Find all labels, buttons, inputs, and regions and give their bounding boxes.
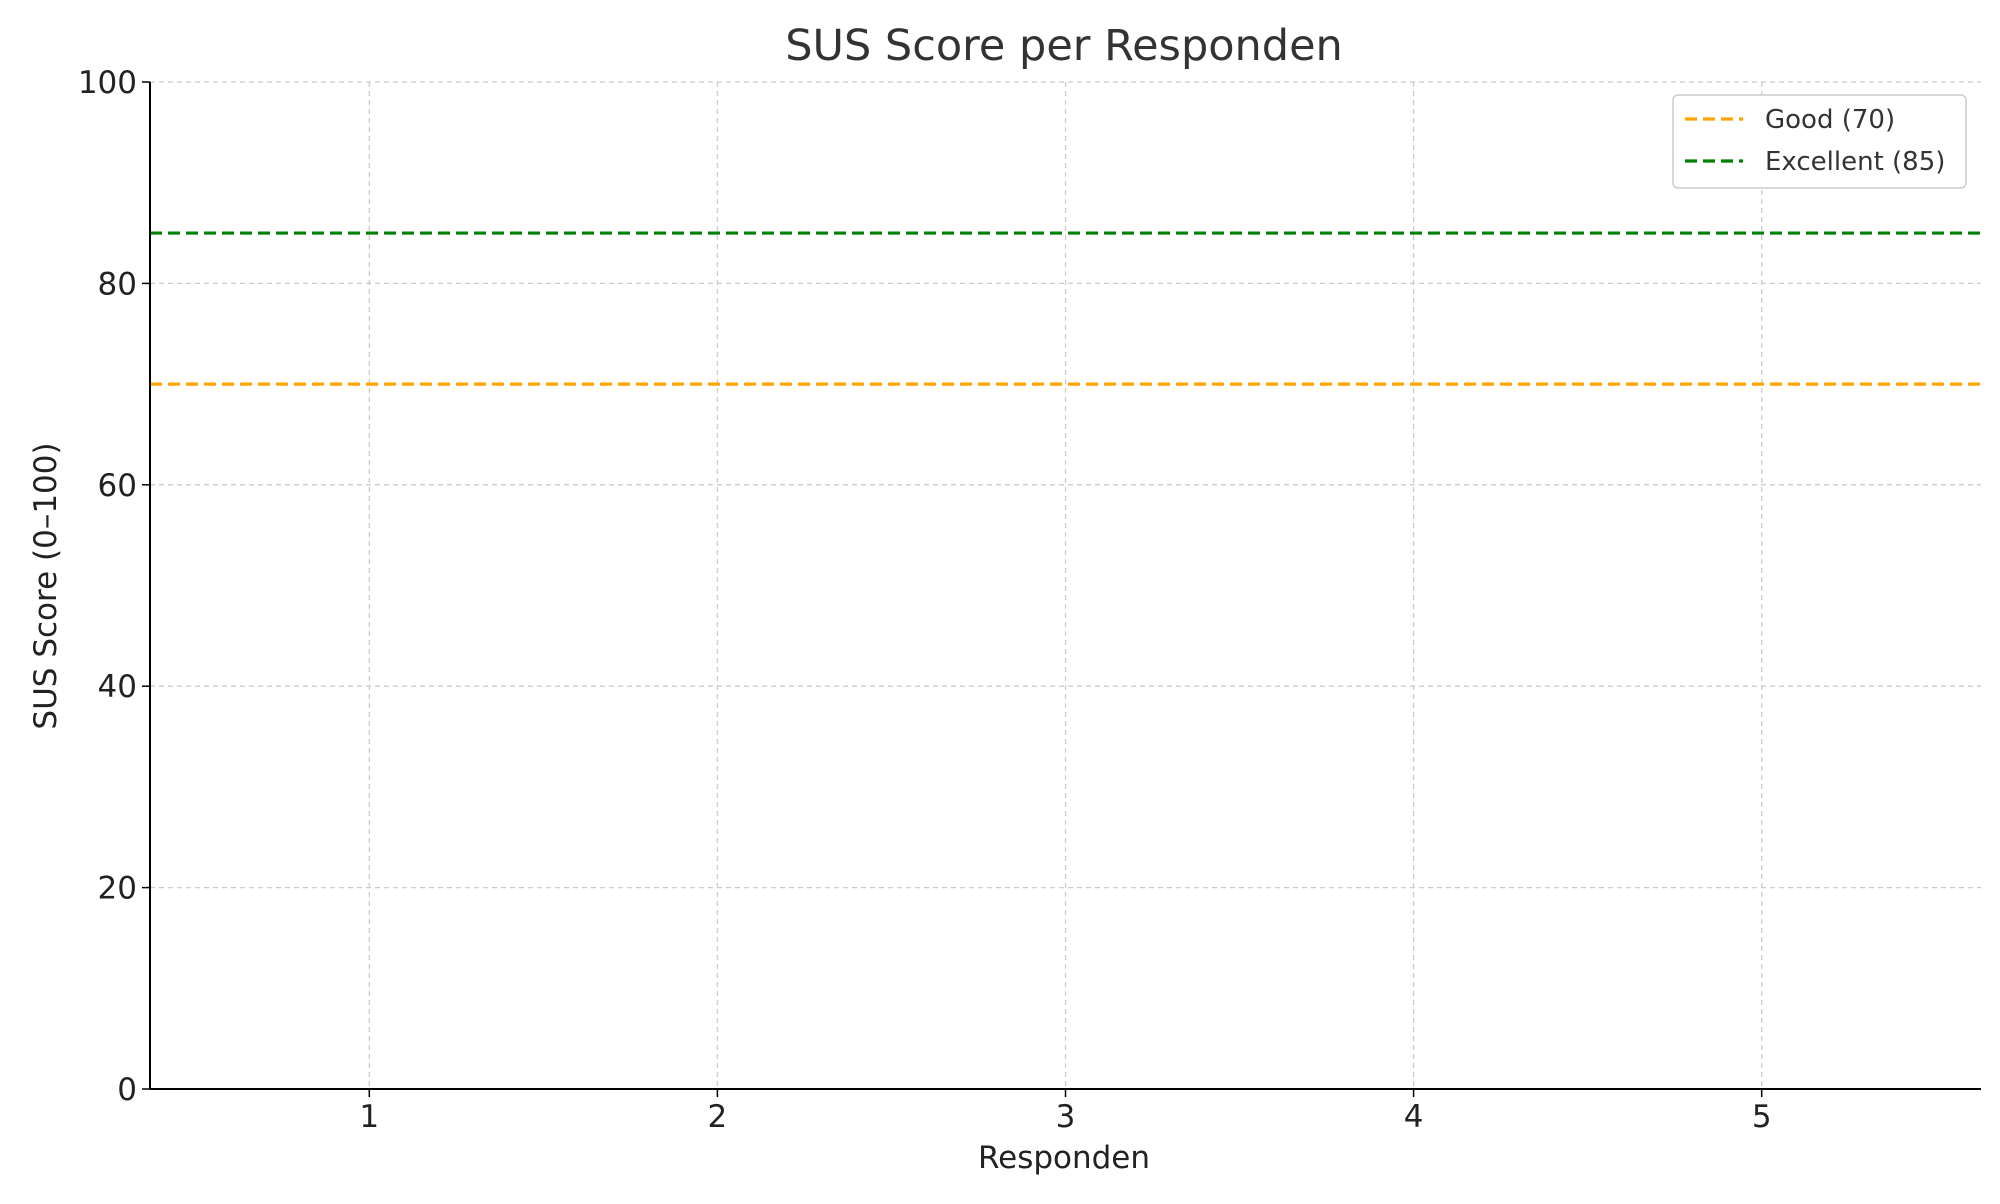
x-axis-label: Responden [978, 1140, 1150, 1176]
y-tick-label: 60 [98, 468, 137, 504]
legend: Good (70) Excellent (85) [1672, 94, 1967, 189]
legend-items: Good (70) Excellent (85) [1685, 105, 1945, 177]
legend-box [1672, 94, 1967, 189]
x-tick-label: 1 [359, 1099, 379, 1135]
x-tick-label: 3 [1056, 1099, 1076, 1135]
y-tick-label: 100 [78, 65, 137, 101]
axes-layer [142, 81, 1981, 1097]
x-tick-label: 2 [708, 1099, 728, 1135]
y-tick-label: 40 [98, 669, 137, 705]
legend-label: Excellent (85) [1765, 147, 1945, 177]
y-tick-label: 0 [117, 1072, 137, 1108]
y-tick-label: 80 [98, 266, 137, 302]
legend-label: Good (70) [1765, 105, 1895, 135]
y-tick-label: 20 [98, 871, 137, 907]
x-tick-label: 4 [1404, 1099, 1424, 1135]
y-axis-label: SUS Score (0–100) [28, 442, 64, 729]
chart-title: SUS Score per Responden [785, 21, 1343, 71]
tick-labels-layer: 1 2 3 4 5 0 20 40 60 80 100 [78, 65, 1772, 1135]
x-tick-label: 5 [1752, 1099, 1772, 1135]
